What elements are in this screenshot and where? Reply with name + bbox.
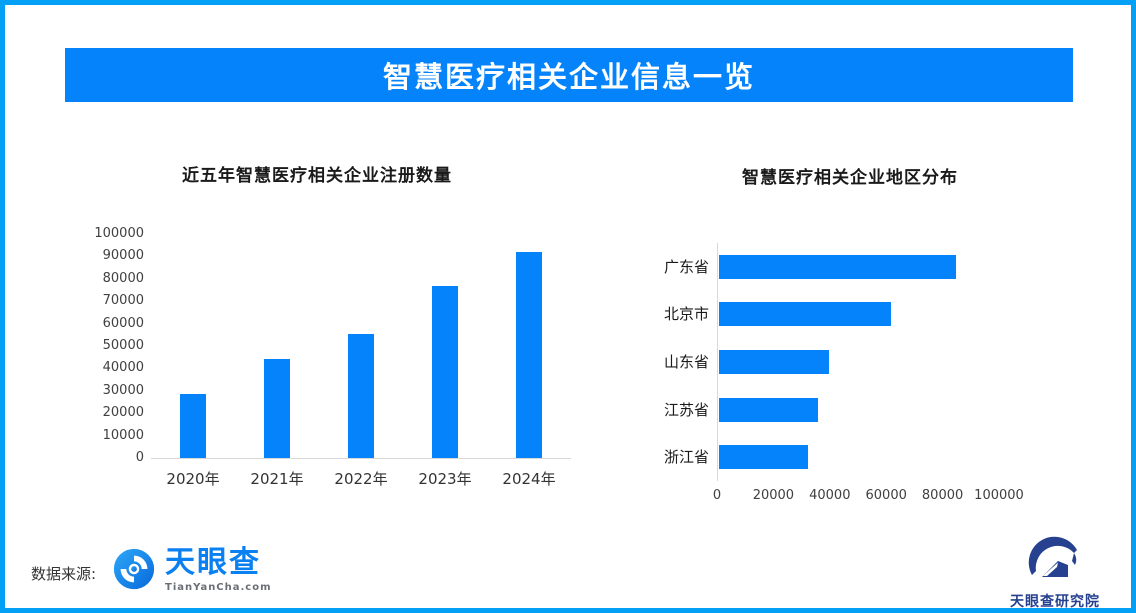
right-chart-y-axis: 广东省北京市山东省江苏省浙江省 <box>635 243 709 481</box>
x-tick-label: 40000 <box>809 488 851 503</box>
left-chart-title: 近五年智慧医疗相关企业注册数量 <box>182 166 452 186</box>
tianyancha-wordmark: 天眼查 <box>165 545 261 580</box>
y-tick-label: 30000 <box>102 382 144 398</box>
tianyancha-logo: 天眼查 TianYanCha.com <box>111 546 272 596</box>
x-tick-label: 60000 <box>865 488 907 503</box>
y-category-label: 山东省 <box>663 353 709 371</box>
x-category-label: 2024年 <box>502 470 556 488</box>
x-tick-label: 100000 <box>974 488 1024 503</box>
bar-2024年 <box>516 252 542 458</box>
x-category-label: 2021年 <box>250 470 304 488</box>
y-tick-label: 20000 <box>102 405 144 421</box>
bar-广东省 <box>719 254 956 279</box>
research-institute-icon <box>1028 535 1082 589</box>
right-chart-title: 智慧医疗相关企业地区分布 <box>742 168 958 188</box>
bar-2022年 <box>348 334 374 458</box>
header-banner: 智慧医疗相关企业信息一览 <box>65 48 1073 102</box>
x-tick-label: 20000 <box>752 488 795 503</box>
bar-2021年 <box>264 359 290 458</box>
y-category-label: 北京市 <box>663 305 709 324</box>
x-category-label: 2023年 <box>418 470 472 488</box>
y-tick-label: 80000 <box>102 270 144 286</box>
x-tick-label: 0 <box>712 488 722 503</box>
y-tick-label: 100000 <box>94 226 144 241</box>
research-institute-wordmark: 天眼查研究院 <box>1010 594 1100 610</box>
bar-2023年 <box>432 286 458 458</box>
tianyancha-domain-text: TianYanCha.com <box>165 582 272 593</box>
y-category-label: 广东省 <box>663 257 709 276</box>
right-chart-plot-area <box>717 243 1000 481</box>
bar-浙江省 <box>719 445 808 470</box>
data-source-label: 数据来源: <box>31 565 97 583</box>
y-tick-label: 90000 <box>102 248 144 264</box>
y-tick-label: 50000 <box>102 338 144 353</box>
x-category-label: 2020年 <box>166 470 220 488</box>
y-tick-label: 70000 <box>102 293 144 309</box>
y-category-label: 浙江省 <box>663 448 709 467</box>
right-chart-x-axis: 0 20000 40000 60000 80000 100000 <box>713 488 1024 506</box>
x-category-label: 2022年 <box>334 470 388 488</box>
page-title: 智慧医疗相关企业信息一览 <box>382 60 755 94</box>
y-tick-label: 40000 <box>102 360 144 376</box>
left-chart-x-axis: 2020年 2021年 2022年 2023年 2024年 <box>151 468 571 488</box>
left-chart-plot-area <box>151 234 571 459</box>
bar-山东省 <box>719 350 829 374</box>
left-chart-y-axis: 0 10000 20000 30000 40000 50000 60000 70000 8000… <box>86 226 144 465</box>
x-tick-label: 80000 <box>921 488 964 503</box>
y-category-label: 江苏省 <box>663 400 709 419</box>
y-tick-label: 0 <box>135 450 144 465</box>
research-institute-logo: 天眼查研究院 <box>995 535 1115 610</box>
tianyancha-eye-icon <box>111 546 157 596</box>
y-tick-label: 10000 <box>102 427 144 443</box>
bar-江苏省 <box>719 397 818 422</box>
bar-北京市 <box>719 302 891 327</box>
y-tick-label: 60000 <box>102 315 144 331</box>
bar-2020年 <box>180 394 206 458</box>
